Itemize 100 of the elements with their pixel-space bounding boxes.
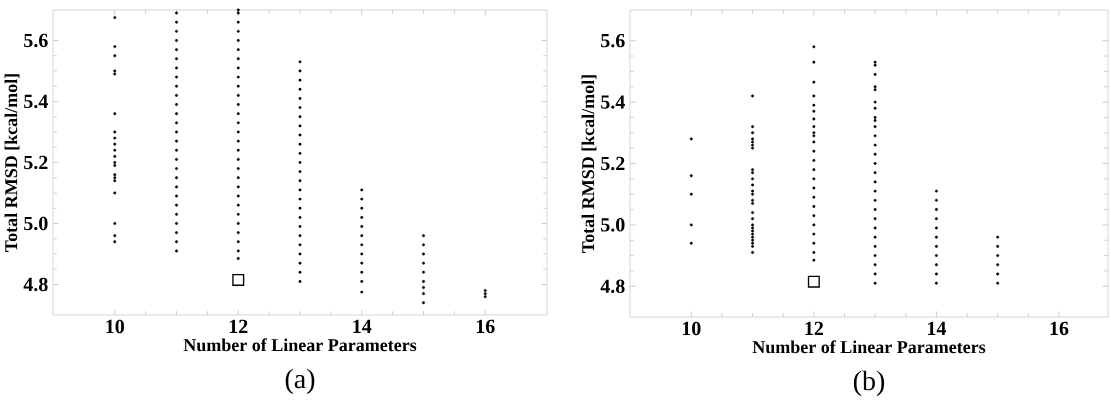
point (175, 249, 178, 253)
point (113, 54, 117, 58)
point (873, 60, 877, 64)
point (360, 279, 364, 283)
point (175, 112, 178, 116)
x-tick-label: 14 (928, 321, 947, 335)
point (422, 292, 425, 296)
point (807, 275, 820, 288)
point (751, 235, 755, 239)
point (236, 66, 240, 70)
point (812, 45, 816, 49)
point (236, 8, 240, 12)
point (812, 103, 816, 107)
point (298, 206, 302, 210)
point (812, 232, 816, 236)
y-tick-label: 5.4 (601, 95, 625, 109)
point (236, 139, 240, 143)
point (175, 11, 178, 15)
point (812, 158, 816, 162)
point (751, 229, 755, 233)
point (873, 115, 877, 119)
point (175, 167, 178, 171)
point (175, 57, 178, 61)
point (873, 88, 877, 92)
point (873, 134, 877, 138)
x-tick-label: 10 (682, 321, 701, 336)
point (360, 234, 364, 238)
point (236, 11, 240, 15)
point (113, 136, 117, 140)
point (812, 131, 816, 135)
point (996, 263, 1000, 267)
point (751, 226, 755, 230)
point (751, 238, 755, 242)
point (812, 117, 816, 121)
point (751, 183, 755, 187)
point (873, 143, 877, 147)
point (751, 223, 755, 227)
point (422, 261, 425, 265)
point (298, 124, 302, 128)
point (873, 73, 877, 76)
point (236, 20, 240, 24)
point (236, 257, 240, 261)
point (175, 185, 178, 189)
point (298, 170, 302, 174)
y-tick-label: 5.2 (601, 156, 625, 171)
point (812, 205, 816, 208)
point (113, 72, 117, 76)
point (298, 188, 302, 192)
point (236, 167, 240, 171)
point (751, 189, 755, 193)
point (812, 251, 816, 254)
point (751, 232, 755, 236)
point (873, 217, 877, 221)
point (360, 243, 364, 247)
point (236, 231, 240, 235)
point (812, 134, 816, 138)
point (113, 148, 117, 152)
point (751, 201, 755, 205)
point (236, 29, 240, 33)
point (422, 286, 425, 290)
point (934, 226, 938, 230)
point (236, 194, 240, 198)
point (175, 157, 178, 161)
x-tick-label: 16 (476, 319, 495, 334)
point (689, 223, 693, 227)
point (175, 139, 178, 143)
point (751, 140, 755, 144)
point (751, 137, 755, 141)
point (934, 189, 938, 193)
point (113, 176, 117, 180)
point (483, 295, 487, 299)
y-tick-label: 5.6 (24, 33, 48, 48)
point (113, 222, 117, 225)
point (175, 66, 178, 70)
point (812, 241, 816, 245)
point (175, 39, 178, 42)
point (751, 211, 755, 215)
point (812, 223, 816, 227)
point (360, 197, 364, 201)
point (175, 84, 178, 88)
point (873, 263, 877, 267)
point (812, 140, 816, 144)
point (113, 191, 117, 195)
point (298, 197, 302, 201)
point (236, 222, 240, 225)
point (236, 148, 240, 152)
point (934, 272, 938, 276)
point (873, 63, 877, 67)
point (751, 143, 755, 147)
point (751, 168, 755, 172)
point (483, 289, 487, 293)
point (236, 112, 240, 116)
point (873, 244, 877, 248)
point (175, 93, 178, 97)
point (873, 119, 877, 122)
point (812, 195, 816, 199)
point (996, 235, 1000, 239)
point (298, 96, 302, 100)
point (236, 240, 240, 244)
point (113, 16, 117, 20)
